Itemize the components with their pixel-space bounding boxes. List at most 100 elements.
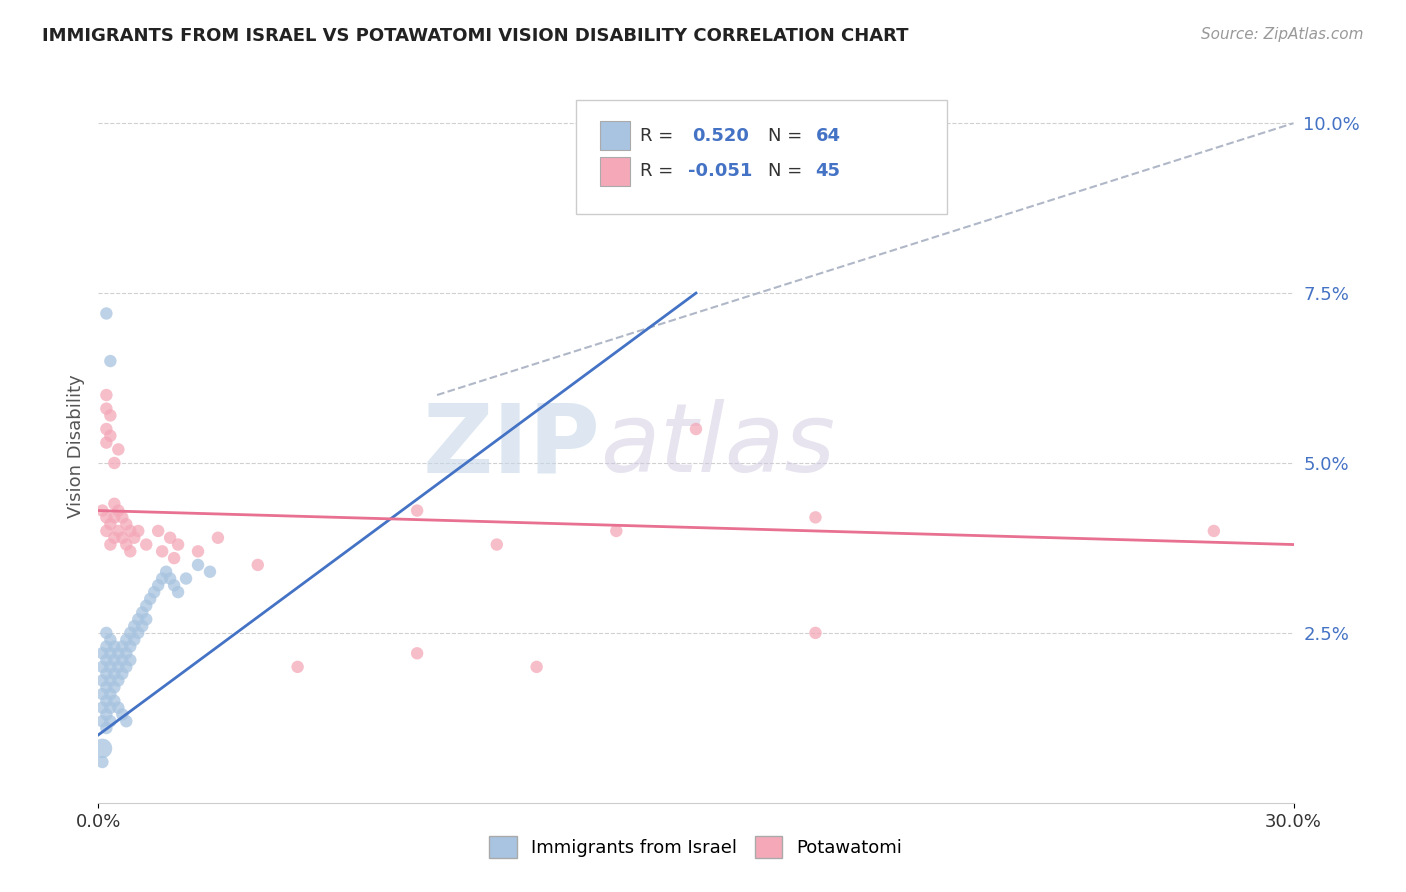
Point <box>96 524 118 538</box>
Point <box>167 585 190 599</box>
Point <box>96 707 118 722</box>
Text: atlas: atlas <box>600 400 835 492</box>
Legend: Immigrants from Israel, Potawatomi: Immigrants from Israel, Potawatomi <box>482 829 910 865</box>
Point <box>91 503 114 517</box>
Point <box>98 673 122 688</box>
Point <box>103 510 125 524</box>
Point <box>131 619 153 633</box>
Point <box>91 687 114 701</box>
Point <box>120 640 142 654</box>
Point <box>120 544 142 558</box>
Point <box>485 537 508 551</box>
Point <box>111 653 134 667</box>
Point <box>98 700 122 714</box>
FancyBboxPatch shape <box>576 100 948 214</box>
Point <box>103 456 125 470</box>
Point <box>91 714 114 729</box>
Point <box>96 653 118 667</box>
FancyBboxPatch shape <box>600 121 630 150</box>
Point <box>246 558 269 572</box>
Text: 0.520: 0.520 <box>692 127 749 145</box>
Point <box>96 422 118 436</box>
Point <box>103 694 125 708</box>
Text: N =: N = <box>768 127 807 145</box>
Text: ZIP: ZIP <box>422 400 600 492</box>
Point <box>135 537 157 551</box>
Point <box>167 537 190 551</box>
Y-axis label: Vision Disability: Vision Disability <box>66 374 84 518</box>
Point <box>98 409 122 423</box>
Point <box>91 700 114 714</box>
Point <box>107 503 129 517</box>
Point <box>98 429 122 443</box>
FancyBboxPatch shape <box>600 157 630 186</box>
Point <box>159 531 181 545</box>
Point <box>96 694 118 708</box>
Point <box>135 612 157 626</box>
Point <box>98 687 122 701</box>
Point <box>163 551 186 566</box>
Point <box>163 578 186 592</box>
Point <box>124 619 146 633</box>
Point <box>96 626 118 640</box>
Point <box>103 640 125 654</box>
Text: IMMIGRANTS FROM ISRAEL VS POTAWATOMI VISION DISABILITY CORRELATION CHART: IMMIGRANTS FROM ISRAEL VS POTAWATOMI VIS… <box>42 27 908 45</box>
Point <box>115 660 138 674</box>
Text: N =: N = <box>768 162 807 180</box>
Point <box>148 524 170 538</box>
Point <box>107 646 129 660</box>
Point <box>98 354 122 368</box>
Point <box>159 572 181 586</box>
Point <box>406 503 429 517</box>
Point <box>98 537 122 551</box>
Point <box>143 585 166 599</box>
Point <box>120 626 142 640</box>
Point <box>111 531 134 545</box>
Point <box>115 632 138 647</box>
Point <box>103 497 125 511</box>
Point <box>107 700 129 714</box>
Point <box>111 707 134 722</box>
Point <box>103 653 125 667</box>
Point <box>131 606 153 620</box>
Point <box>198 565 221 579</box>
Point <box>135 599 157 613</box>
Point <box>96 435 118 450</box>
Point <box>127 612 149 626</box>
Point <box>148 578 170 592</box>
Point <box>127 626 149 640</box>
Point <box>96 666 118 681</box>
Point <box>103 666 125 681</box>
Point <box>406 646 429 660</box>
Point <box>98 646 122 660</box>
Point <box>115 537 138 551</box>
Point <box>111 640 134 654</box>
Text: -0.051: -0.051 <box>688 162 752 180</box>
Point <box>91 673 114 688</box>
Text: R =: R = <box>640 162 679 180</box>
Text: 45: 45 <box>815 162 841 180</box>
Point <box>96 510 118 524</box>
Point <box>804 510 827 524</box>
Text: Source: ZipAtlas.com: Source: ZipAtlas.com <box>1201 27 1364 42</box>
Point <box>107 442 129 457</box>
Point <box>207 531 229 545</box>
Point <box>127 524 149 538</box>
Point <box>96 306 118 320</box>
Point <box>98 517 122 532</box>
Point <box>103 531 125 545</box>
Text: R =: R = <box>640 127 679 145</box>
Point <box>526 660 548 674</box>
Point <box>91 646 114 660</box>
Point <box>124 531 146 545</box>
Point <box>685 422 707 436</box>
Point <box>111 666 134 681</box>
Point <box>96 401 118 416</box>
Point <box>804 626 827 640</box>
Point <box>91 755 114 769</box>
Point <box>115 517 138 532</box>
Point <box>120 653 142 667</box>
Point <box>107 524 129 538</box>
Point <box>150 544 173 558</box>
Point <box>124 632 146 647</box>
